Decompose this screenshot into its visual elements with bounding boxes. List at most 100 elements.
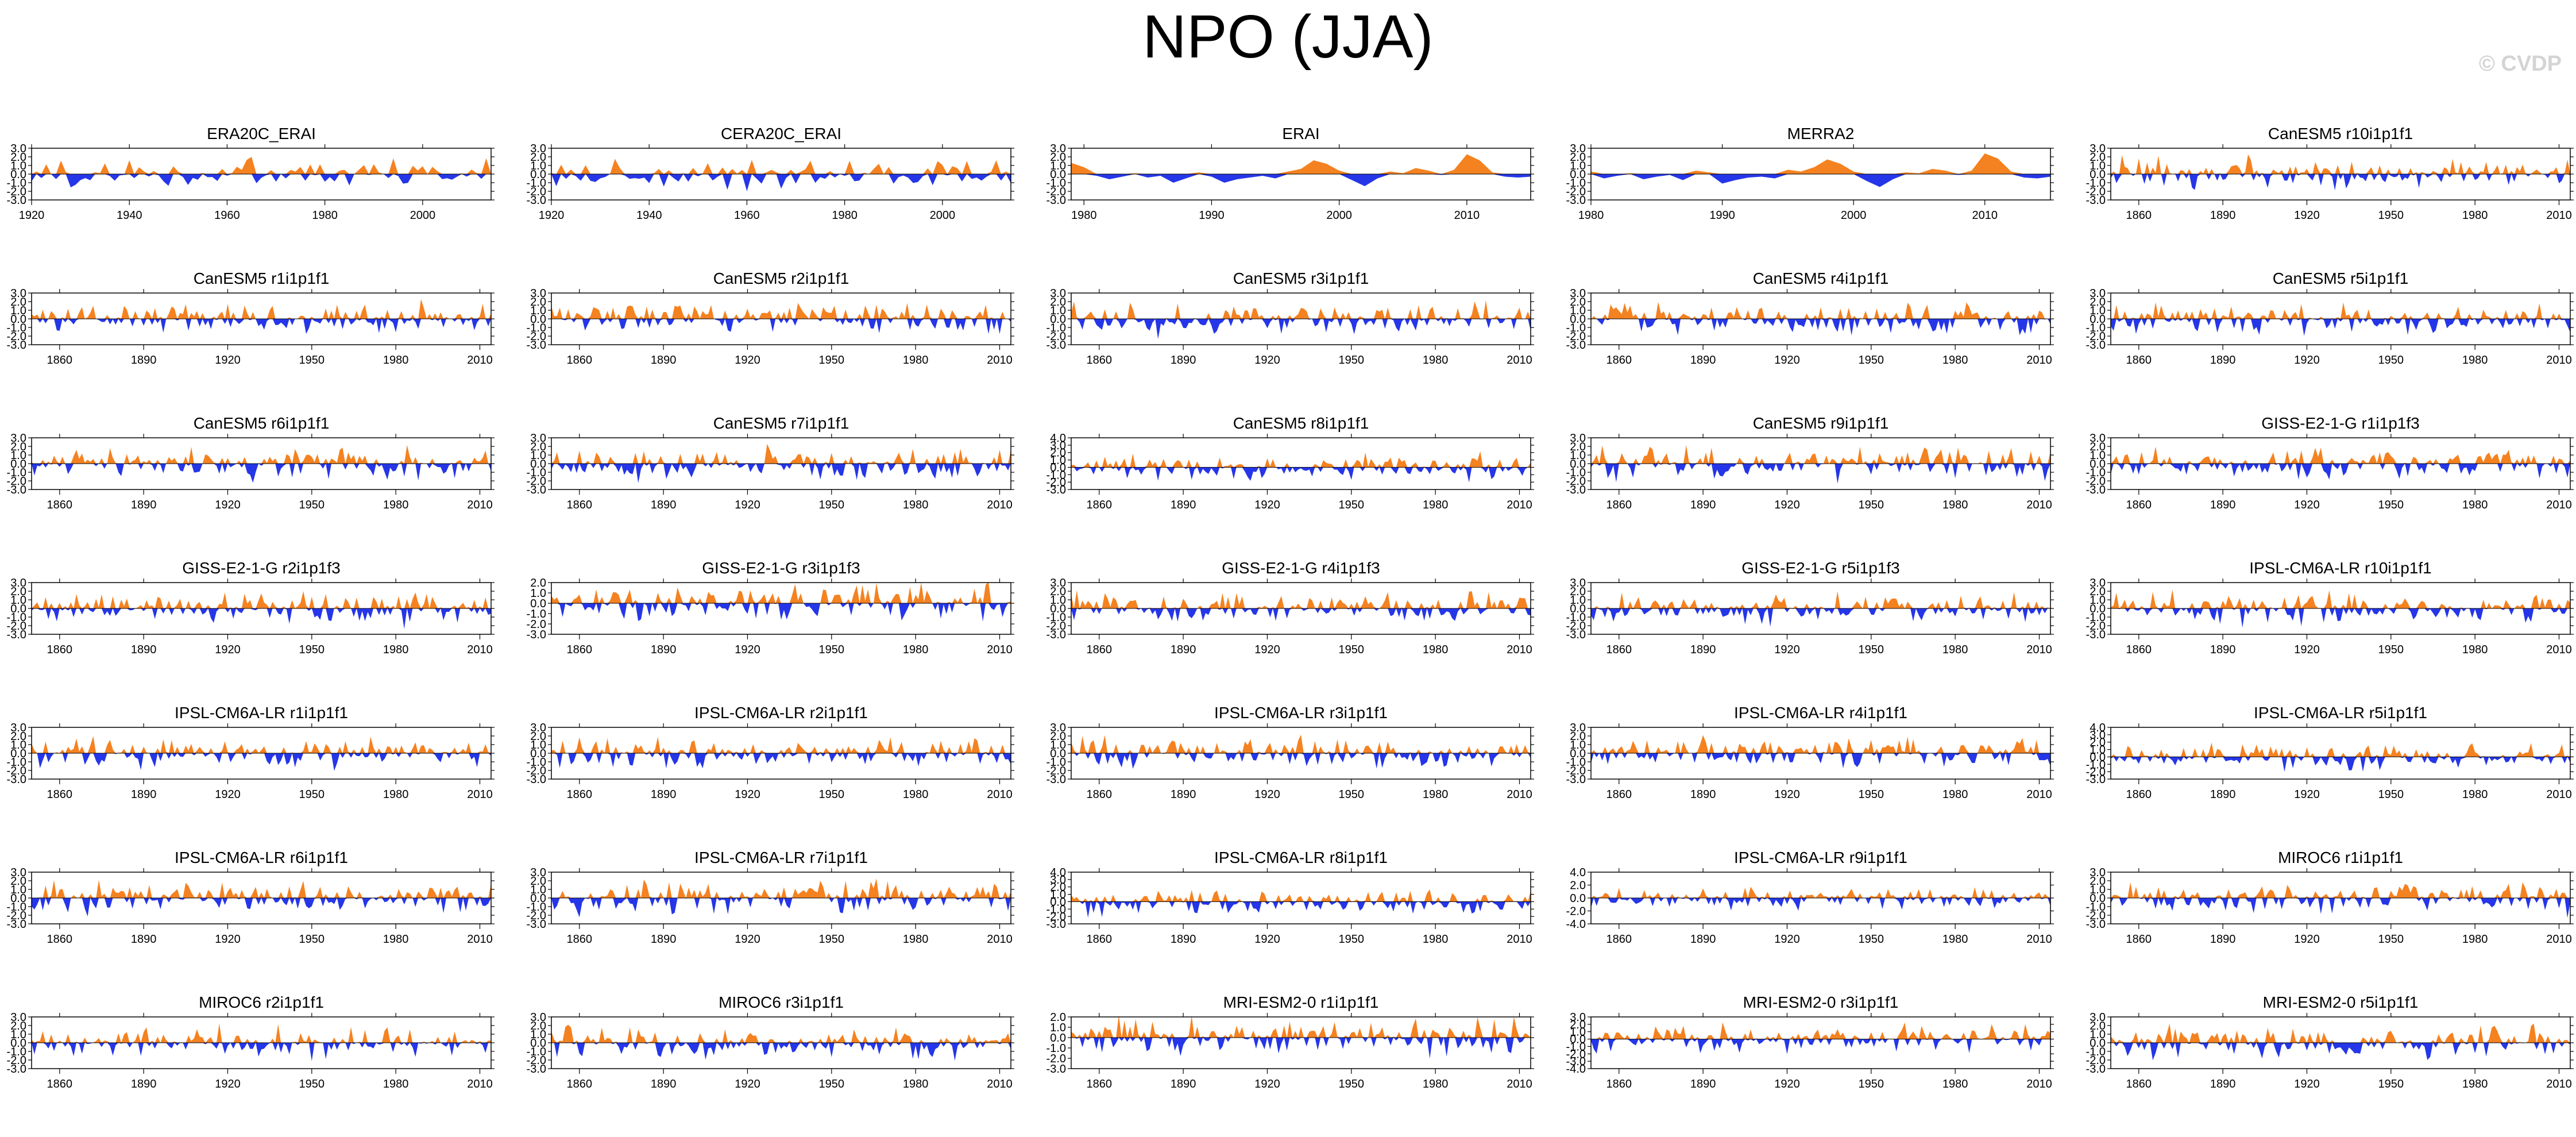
x-tick-label: 1980 (2462, 643, 2488, 656)
x-tick-label: 1950 (299, 1078, 325, 1090)
x-tick-label: 1980 (2462, 209, 2488, 222)
y-tick-label: 1.0 (530, 1028, 546, 1041)
x-tick-label: 1890 (651, 499, 677, 511)
y-tick-label: 0.0 (1050, 603, 1066, 615)
panel-title: IPSL-CM6A-LR r6i1p1f1 (175, 849, 348, 866)
x-tick-label: 1950 (819, 933, 845, 946)
panel-12: CanESM5 r8i1p1f1 4.03.02.01.00.0-1.0-2.0-… (1046, 414, 1534, 511)
y-tick-label: 2.0 (530, 1020, 546, 1032)
positive-area (551, 159, 1011, 174)
y-tick-label: 0.0 (1570, 168, 1586, 181)
y-tick-label: -2.0 (2086, 1054, 2106, 1067)
y-tick-label: -1.0 (7, 611, 26, 624)
x-tick-label: 1890 (131, 354, 157, 367)
y-tick-label: 1.0 (530, 449, 546, 462)
x-tick-label: 2010 (987, 354, 1013, 367)
x-tick-label: 2010 (987, 499, 1013, 511)
y-tick-label: -2.0 (1566, 765, 1586, 777)
x-tick-label: 2010 (2026, 933, 2052, 946)
y-tick-label: 0.0 (10, 892, 26, 905)
x-tick-label: 1920 (215, 788, 241, 801)
x-tick-label: 1890 (2210, 499, 2236, 511)
y-tick-label: -1.0 (1046, 177, 1066, 190)
y-tick-label: -3.0 (7, 629, 26, 641)
x-tick-label: 1980 (1423, 354, 1449, 367)
y-tick-label: -1.0 (1046, 611, 1066, 624)
panel-32: MRI-ESM2-0 r1i1p1f1 2.01.00.0-1.0-2.0-3.0… (1046, 993, 1534, 1090)
y-tick-label: 2.0 (1570, 296, 1586, 309)
y-tick-label: 4.0 (1050, 432, 1066, 445)
panel-title: GISS-E2-1-G r5i1p1f3 (1741, 559, 1899, 577)
x-tick-label: 2010 (2026, 499, 2052, 511)
x-tick-label: 1860 (1606, 788, 1632, 801)
y-tick-label: -3.0 (1566, 484, 1586, 496)
negative-area (2111, 898, 2570, 918)
x-tick-label: 1860 (567, 1078, 593, 1090)
y-tick-label: -2.0 (2086, 475, 2106, 488)
y-tick-label: 0.0 (10, 168, 26, 181)
y-tick-label: 0.0 (2090, 751, 2106, 764)
y-tick-label: 2.0 (2090, 1020, 2106, 1032)
x-tick-label: 1860 (47, 788, 73, 801)
positive-area (1591, 1022, 2050, 1039)
x-tick-label: 1920 (2294, 933, 2320, 946)
y-tick-label: -1.0 (527, 608, 546, 620)
y-tick-label: 2.0 (1050, 1011, 1066, 1024)
y-tick-label: 0.0 (10, 747, 26, 760)
y-tick-label: 0.0 (1050, 168, 1066, 181)
panel-title: CanESM5 r10i1p1f1 (2268, 125, 2413, 142)
y-tick-label: 3.0 (1570, 1011, 1586, 1024)
y-tick-label: 1.0 (1050, 739, 1066, 751)
y-tick-label: -1.0 (527, 901, 546, 914)
y-tick-label: -3.0 (7, 194, 26, 207)
negative-area (551, 898, 1011, 918)
negative-area (1591, 464, 2050, 484)
x-tick-label: 1920 (1254, 354, 1280, 367)
panel-15: GISS-E2-1-G r2i1p1f3 3.02.01.00.0-1.0-2.0… (7, 559, 495, 656)
x-tick-label: 1920 (735, 1078, 760, 1090)
x-tick-label: 1860 (1606, 643, 1632, 656)
x-tick-label: 1890 (2210, 788, 2236, 801)
positive-area (32, 299, 491, 319)
positive-area (551, 581, 1011, 603)
x-tick-label: 1890 (1690, 499, 1716, 511)
x-tick-label: 1960 (734, 209, 760, 222)
x-tick-label: 2000 (930, 209, 956, 222)
y-tick-label: 3.0 (530, 287, 546, 300)
x-tick-label: 1860 (567, 354, 593, 367)
x-tick-label: 1920 (215, 643, 241, 656)
y-tick-label: -1.0 (1046, 1042, 1066, 1055)
y-tick-label: -2.0 (527, 765, 546, 777)
positive-area (1071, 300, 1531, 319)
x-tick-label: 1950 (819, 643, 845, 656)
y-tick-label: 1.0 (2090, 1028, 2106, 1041)
panel-title: CanESM5 r5i1p1f1 (2273, 269, 2409, 287)
plot-frame (1071, 872, 1531, 924)
y-tick-label: -1.0 (2086, 1046, 2106, 1058)
positive-area (551, 737, 1011, 753)
y-tick-label: -2.0 (1566, 475, 1586, 488)
y-tick-label: -3.0 (2086, 629, 2106, 641)
y-tick-label: 2.0 (1050, 447, 1066, 460)
x-tick-label: 1860 (567, 933, 593, 946)
panel-title: CanESM5 r9i1p1f1 (1753, 414, 1889, 432)
x-tick-label: 1980 (1423, 499, 1449, 511)
y-tick-label: 3.0 (10, 142, 26, 155)
x-tick-label: 1890 (1171, 354, 1196, 367)
x-tick-label: 1950 (1339, 499, 1365, 511)
y-tick-label: -3.0 (1046, 1063, 1066, 1076)
x-tick-label: 1920 (215, 499, 241, 511)
panel-24: IPSL-CM6A-LR r5i1p1f1 4.03.02.01.00.0-1.0… (2086, 704, 2574, 801)
positive-area (1591, 153, 2050, 174)
x-tick-label: 1980 (1423, 788, 1449, 801)
x-tick-label: 1980 (383, 499, 409, 511)
y-tick-label: -3.0 (527, 918, 546, 931)
y-tick-label: -2.0 (7, 765, 26, 777)
y-tick-label: 1.0 (1050, 889, 1066, 901)
y-tick-label: 2.0 (2090, 151, 2106, 164)
x-tick-label: 2010 (2546, 354, 2572, 367)
y-tick-label: -2.0 (7, 1054, 26, 1067)
x-tick-label: 2010 (1454, 209, 1480, 222)
y-tick-label: 0.0 (10, 458, 26, 471)
y-tick-label: 1.0 (10, 449, 26, 462)
